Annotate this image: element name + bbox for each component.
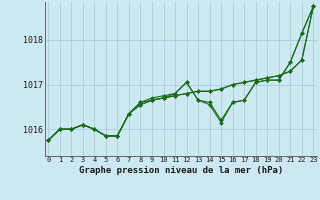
X-axis label: Graphe pression niveau de la mer (hPa): Graphe pression niveau de la mer (hPa) (79, 166, 283, 175)
